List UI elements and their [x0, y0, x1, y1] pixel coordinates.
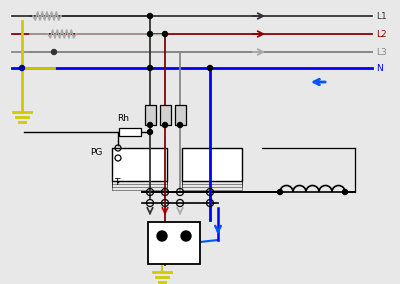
Text: L1: L1	[376, 11, 387, 20]
Bar	[112, 148, 167, 181]
Bar	[148, 222, 200, 264]
Text: L3: L3	[376, 47, 387, 57]
Circle shape	[278, 189, 282, 195]
Bar	[160, 105, 171, 125]
Bar	[145, 105, 156, 125]
Text: L2: L2	[376, 30, 387, 39]
Circle shape	[52, 49, 56, 55]
Circle shape	[181, 231, 191, 241]
Circle shape	[148, 14, 152, 18]
Circle shape	[157, 231, 167, 241]
Circle shape	[162, 32, 168, 37]
Text: PG: PG	[90, 147, 102, 156]
Circle shape	[148, 130, 152, 135]
Circle shape	[148, 32, 152, 37]
Circle shape	[148, 66, 152, 70]
Text: Rh: Rh	[117, 114, 129, 123]
Circle shape	[342, 189, 348, 195]
Bar	[175, 105, 186, 125]
Circle shape	[208, 66, 212, 70]
Circle shape	[178, 122, 182, 128]
Text: T: T	[114, 178, 119, 187]
Text: N: N	[376, 64, 383, 72]
Circle shape	[148, 122, 152, 128]
Bar	[182, 148, 242, 181]
Bar	[119, 128, 141, 136]
Circle shape	[20, 66, 24, 70]
Circle shape	[162, 122, 168, 128]
